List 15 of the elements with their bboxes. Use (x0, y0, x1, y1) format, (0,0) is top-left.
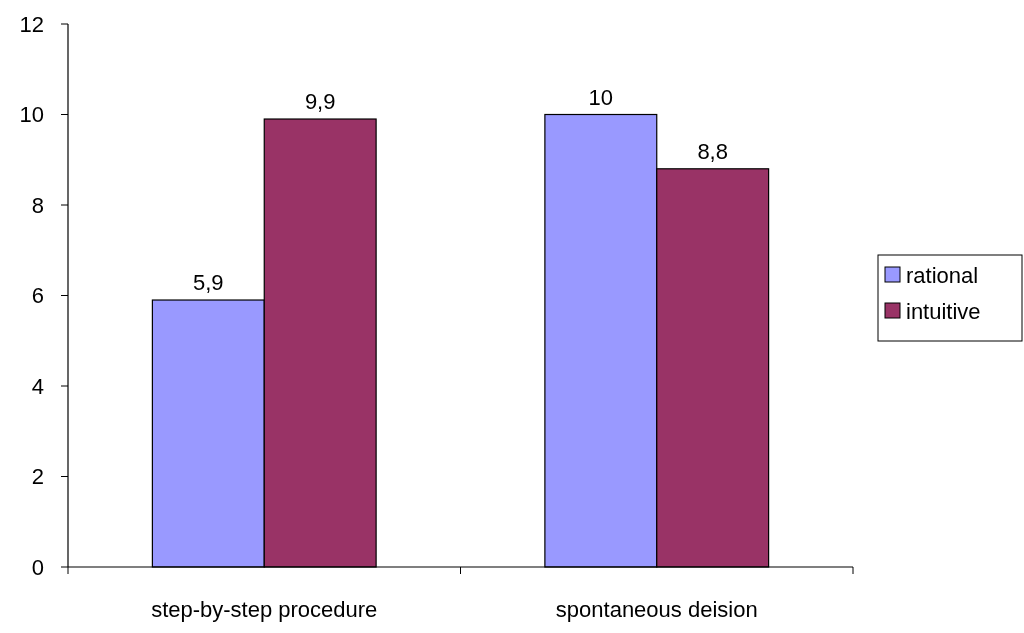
legend-label: intuitive (906, 298, 981, 324)
data-label: 9,9 (304, 89, 336, 115)
y-tick-label: 4 (31, 373, 44, 399)
y-tick-label: 2 (31, 464, 44, 490)
data-label: 5,9 (193, 270, 224, 296)
x-tick-label: spontaneous deision (555, 597, 758, 622)
y-tick-label: 0 (31, 554, 44, 580)
y-tick-label: 8 (31, 192, 44, 218)
legend-label: rational (906, 262, 979, 288)
data-label: 8,8 (697, 138, 728, 164)
y-tick-label: 10 (19, 102, 44, 128)
y-tick-label: 6 (31, 283, 44, 309)
data-label: 10 (588, 84, 614, 110)
y-tick-label: 12 (19, 11, 44, 37)
x-tick-label: step-by-step procedure (151, 597, 378, 622)
